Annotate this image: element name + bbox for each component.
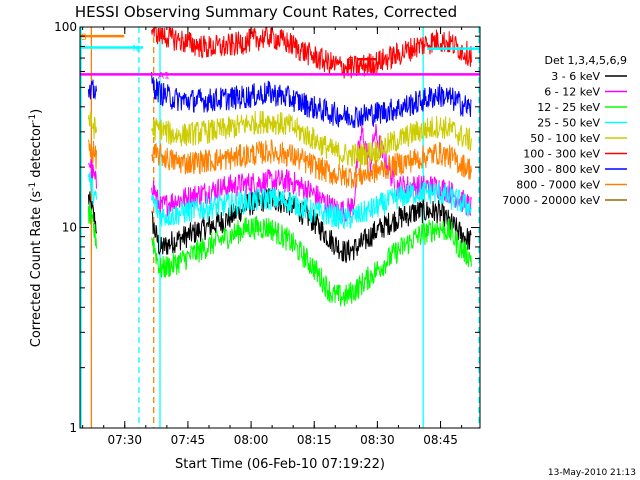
series-line-1-1 — [151, 123, 472, 224]
series-line-3-1 — [151, 181, 472, 230]
series-line-5-0 — [151, 27, 472, 79]
series-layer — [87, 27, 472, 307]
y-axis-label-end: ) — [29, 109, 44, 114]
legend-label-3: 25 - 50 keV — [537, 117, 600, 130]
date-stamp: 13-May-2010 21:13 — [548, 468, 636, 478]
y-tick-label-2: 100 — [54, 20, 77, 34]
series-line-7-0 — [87, 139, 97, 170]
y-axis-label-sup2: -1 — [28, 114, 38, 123]
y-axis-label-main: Corrected Count Rate (s — [29, 191, 44, 348]
flags-layer: S N A1 F — [80, 33, 480, 81]
axis-ticks: 07:30 07:45 08:00 08:15 08:30 08:45 1 10 100 — [54, 20, 480, 447]
x-tick-label-5: 08:45 — [423, 433, 458, 447]
legend-label-2: 12 - 25 keV — [537, 101, 600, 114]
x-tick-label-1: 07:45 — [171, 433, 206, 447]
legend-label-5: 100 - 300 keV — [523, 148, 600, 161]
legend-label-7: 800 - 7000 keV — [516, 179, 600, 192]
x-tick-label-4: 08:30 — [360, 433, 395, 447]
series-line-2-1 — [151, 215, 472, 307]
x-axis-label: Start Time (06-Feb-10 07:19:22) — [175, 457, 385, 472]
x-tick-label-3: 08:15 — [297, 433, 332, 447]
series-line-1-0 — [87, 158, 97, 189]
legend-label-0: 3 - 6 keV — [551, 70, 600, 83]
legend-title: Det 1,3,4,5,6,9 — [544, 54, 627, 67]
series-line-6-0 — [87, 79, 97, 100]
legend-label-4: 50 - 100 keV — [530, 132, 600, 145]
legend: Det 1,3,4,5,6,9 3 - 6 keV 6 - 12 keV 12 - … — [502, 54, 627, 207]
series-line-4-0 — [87, 110, 97, 140]
x-tick-label-2: 08:00 — [234, 433, 269, 447]
y-axis-label-sup1: -1 — [28, 182, 38, 191]
flag-label-2: A1 — [158, 71, 170, 81]
y-tick-label-1: 10 — [62, 221, 77, 235]
series-line-2-0 — [87, 203, 97, 249]
flag-label-0: S — [81, 33, 87, 43]
legend-label-8: 7000 - 20000 keV — [502, 194, 600, 207]
flag-label-1: N — [133, 45, 140, 55]
series-line-4-1 — [151, 110, 472, 167]
legend-label-1: 6 - 12 keV — [544, 86, 600, 99]
y-axis-label-mid: detector — [29, 122, 44, 182]
y-tick-label-0: 1 — [69, 421, 77, 435]
y-axis-label: Corrected Count Rate (s-1 detector-1) — [28, 109, 44, 347]
series-line-6-1 — [151, 72, 472, 129]
legend-label-6: 300 - 800 keV — [523, 163, 600, 176]
series-line-0-1 — [151, 188, 472, 263]
series-line-3-0 — [87, 171, 97, 204]
chart-title: HESSI Observing Summary Count Rates, Cor… — [75, 3, 457, 21]
series-line-7-1 — [151, 138, 472, 189]
x-tick-label-0: 07:30 — [107, 433, 142, 447]
flag-label-3: F — [348, 56, 353, 66]
